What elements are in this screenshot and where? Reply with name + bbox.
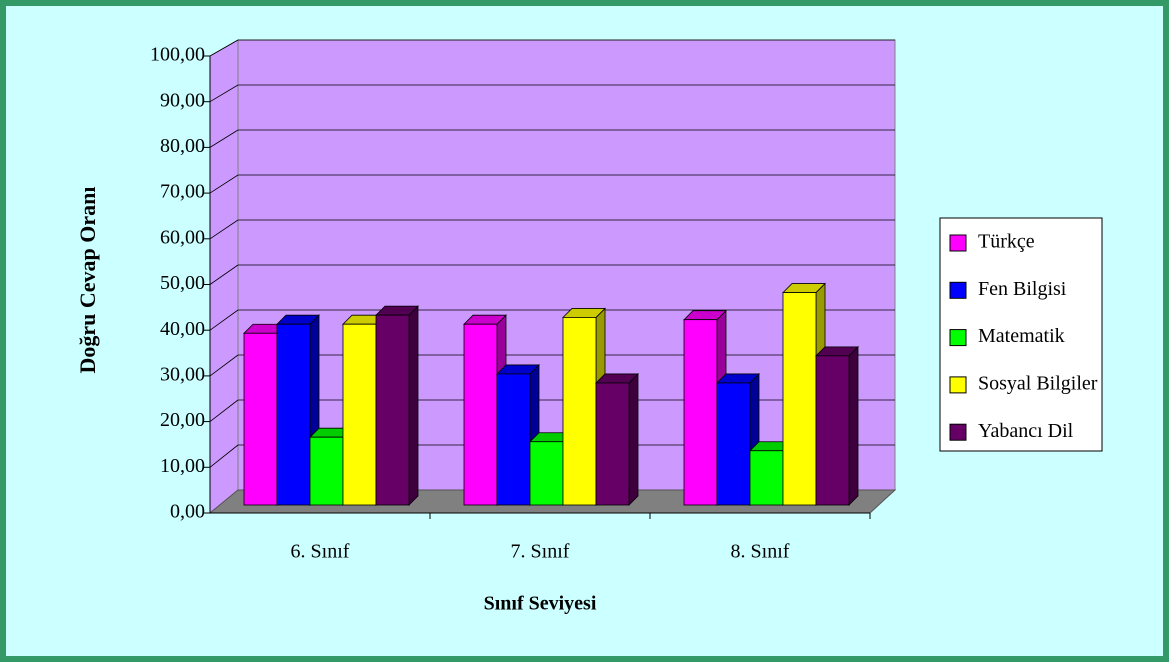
bar-front [716, 382, 751, 506]
y-tick-label: 50,00 [160, 272, 205, 294]
bar-front [243, 332, 278, 506]
bar [375, 305, 419, 506]
legend-swatch [949, 423, 967, 441]
x-tick-label: 8. Sınıf [731, 541, 790, 563]
bar [276, 314, 320, 506]
bar-front [815, 355, 850, 506]
y-tick-label: 70,00 [160, 181, 205, 203]
grid-line [209, 129, 239, 148]
y-tick-label: 40,00 [160, 318, 205, 340]
y-tick-label: 20,00 [160, 409, 205, 431]
bar-front [375, 314, 410, 506]
grid-line [209, 174, 239, 194]
bar-front [463, 323, 498, 506]
grid-line [209, 219, 239, 240]
bar-front [529, 441, 564, 506]
bar-front [276, 323, 311, 506]
bar-side [408, 305, 419, 506]
bar [595, 372, 639, 506]
y-tick-label: 30,00 [160, 363, 205, 385]
bar-front [595, 382, 630, 506]
grid-line [209, 39, 239, 57]
legend-label: Yabancı Dil [978, 420, 1074, 442]
grid-line [209, 399, 239, 422]
y-tick-label: 10,00 [160, 455, 205, 477]
grid-line [209, 444, 239, 468]
legend-label: Türkçe [978, 231, 1035, 253]
grid-line [209, 264, 239, 285]
y-axis-title: Doğru Cevap Oranı [75, 187, 100, 374]
x-axis-title: Sınıf Seviyesi [484, 593, 597, 615]
bar-front [496, 373, 531, 506]
y-tick-label: 0,00 [170, 501, 205, 523]
bar-side [848, 345, 859, 506]
legend-swatch [949, 281, 967, 299]
y-tick-label: 60,00 [160, 226, 205, 248]
bar-side [628, 372, 639, 506]
x-tick-label: 6. Sınıf [291, 541, 350, 563]
legend [939, 217, 1103, 452]
side-wall [209, 39, 239, 515]
bar [683, 309, 727, 506]
legend-label: Sosyal Bilgiler [978, 372, 1098, 394]
y-tick-label: 80,00 [160, 135, 205, 157]
bar-front [562, 317, 597, 506]
legend-label: Fen Bilgisi [978, 278, 1067, 300]
bar-front [749, 450, 784, 506]
bar-front [342, 323, 377, 506]
bar-front [309, 436, 344, 506]
legend-swatch [949, 234, 967, 252]
grid-line [209, 309, 239, 331]
bar-front [683, 319, 718, 506]
bar [815, 345, 859, 506]
legend-swatch [949, 329, 967, 347]
grid-line [209, 354, 239, 377]
grid-line [209, 84, 239, 103]
y-tick-label: 100,00 [150, 44, 205, 66]
legend-swatch [949, 376, 967, 394]
legend-label: Matematik [978, 325, 1065, 347]
x-tick-label: 7. Sınıf [511, 541, 570, 563]
bar-front [782, 292, 817, 506]
bar [716, 372, 760, 506]
y-tick-label: 90,00 [160, 89, 205, 111]
